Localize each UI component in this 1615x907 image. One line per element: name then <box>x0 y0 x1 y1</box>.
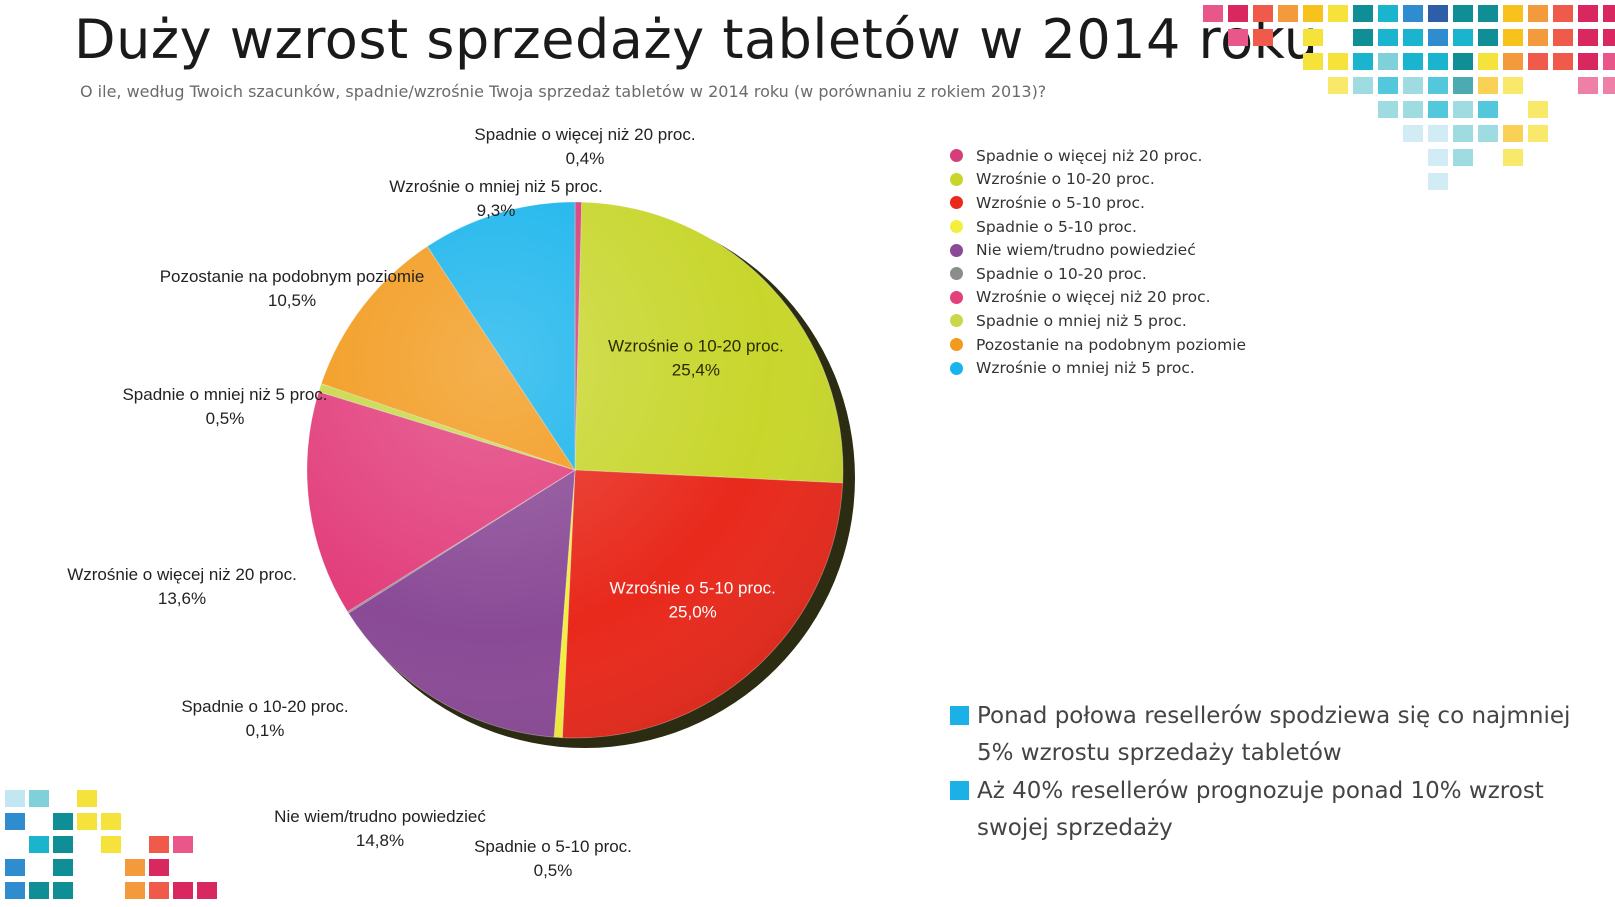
slice-value-label: 0,5% <box>206 409 245 428</box>
legend-item: Spadnie o 10-20 proc. <box>950 262 1246 286</box>
legend-item: Spadnie o mniej niż 5 proc. <box>950 309 1246 333</box>
legend-dot-icon <box>950 149 963 163</box>
legend-label: Spadnie o więcej niż 20 proc. <box>976 146 1203 165</box>
legend-dot-icon <box>950 243 963 257</box>
slice-label: Wzrośnie o więcej niż 20 proc. <box>67 565 297 584</box>
legend-label: Wzrośnie o więcej niż 20 proc. <box>976 288 1211 307</box>
note-text: Ponad połowa resellerów spodziewa się co… <box>977 703 1571 766</box>
slice-value-label: 13,6% <box>158 589 206 608</box>
slice-value-label: 0,4% <box>566 149 605 168</box>
note-marker-icon <box>950 781 969 800</box>
legend-label: Wzrośnie o 5-10 proc. <box>976 193 1145 212</box>
page-title: Duży wzrost sprzedaży tabletów w 2014 ro… <box>74 8 1319 71</box>
slice-value-label: 9,3% <box>477 201 516 220</box>
slice-label: Wzrośnie o mniej niż 5 proc. <box>389 177 603 196</box>
note-item: Ponad połowa resellerów spodziewa się co… <box>950 698 1600 772</box>
slice-label: Spadnie o 10-20 proc. <box>181 697 348 716</box>
legend-item: Wzrośnie o mniej niż 5 proc. <box>950 356 1246 380</box>
legend-item: Pozostanie na podobnym poziomie <box>950 333 1246 357</box>
legend-dot-icon <box>950 290 963 304</box>
legend-dot-icon <box>950 172 963 186</box>
slice-label: Wzrośnie o 10-20 proc. <box>608 337 784 356</box>
slice-label: Spadnie o więcej niż 20 proc. <box>474 125 695 144</box>
legend-dot-icon <box>950 361 963 375</box>
slice-label: Pozostanie na podobnym poziomie <box>160 267 425 286</box>
slice-label: Wzrośnie o 5-10 proc. <box>610 579 776 598</box>
slice-value-label: 25,0% <box>669 603 717 622</box>
slice-value-label: 14,8% <box>356 831 404 850</box>
slice-value-label: 25,4% <box>672 361 720 380</box>
slice-label: Nie wiem/trudno powiedzieć <box>274 807 486 826</box>
slice-label: Spadnie o mniej niż 5 proc. <box>122 385 327 404</box>
slice-value-label: 0,5% <box>534 861 573 880</box>
legend-label: Wzrośnie o 10-20 proc. <box>976 170 1155 189</box>
legend-item: Nie wiem/trudno powiedzieć <box>950 238 1246 262</box>
note-item: Aż 40% resellerów prognozuje ponad 10% w… <box>950 773 1600 847</box>
legend-item: Wzrośnie o 10-20 proc. <box>950 168 1246 192</box>
note-text: Aż 40% resellerów prognozuje ponad 10% w… <box>977 778 1544 841</box>
slice-value-label: 0,1% <box>246 721 285 740</box>
legend-label: Wzrośnie o mniej niż 5 proc. <box>976 359 1195 378</box>
notes-panel: Ponad połowa resellerów spodziewa się co… <box>950 698 1600 848</box>
legend-label: Pozostanie na podobnym poziomie <box>976 335 1247 354</box>
legend-item: Spadnie o więcej niż 20 proc. <box>950 144 1246 168</box>
note-marker-icon <box>950 706 969 725</box>
slice-label: Spadnie o 5-10 proc. <box>474 837 632 856</box>
legend-label: Spadnie o 5-10 proc. <box>976 217 1137 236</box>
legend-label: Spadnie o 10-20 proc. <box>976 264 1147 283</box>
chart-legend: Spadnie o więcej niż 20 proc. Wzrośnie o … <box>950 144 1246 380</box>
legend-dot-icon <box>950 196 963 210</box>
legend-dot-icon <box>950 338 963 352</box>
legend-item: Spadnie o 5-10 proc. <box>950 215 1246 239</box>
legend-item: Wzrośnie o 5-10 proc. <box>950 191 1246 215</box>
legend-label: Spadnie o mniej niż 5 proc. <box>976 311 1187 330</box>
legend-label: Nie wiem/trudno powiedzieć <box>976 241 1196 260</box>
slice-value-label: 10,5% <box>268 291 316 310</box>
legend-dot-icon <box>950 314 963 328</box>
page-subtitle: O ile, według Twoich szacunków, spadnie/… <box>80 82 1047 101</box>
legend-item: Wzrośnie o więcej niż 20 proc. <box>950 286 1246 310</box>
legend-dot-icon <box>950 220 963 234</box>
legend-dot-icon <box>950 267 963 281</box>
